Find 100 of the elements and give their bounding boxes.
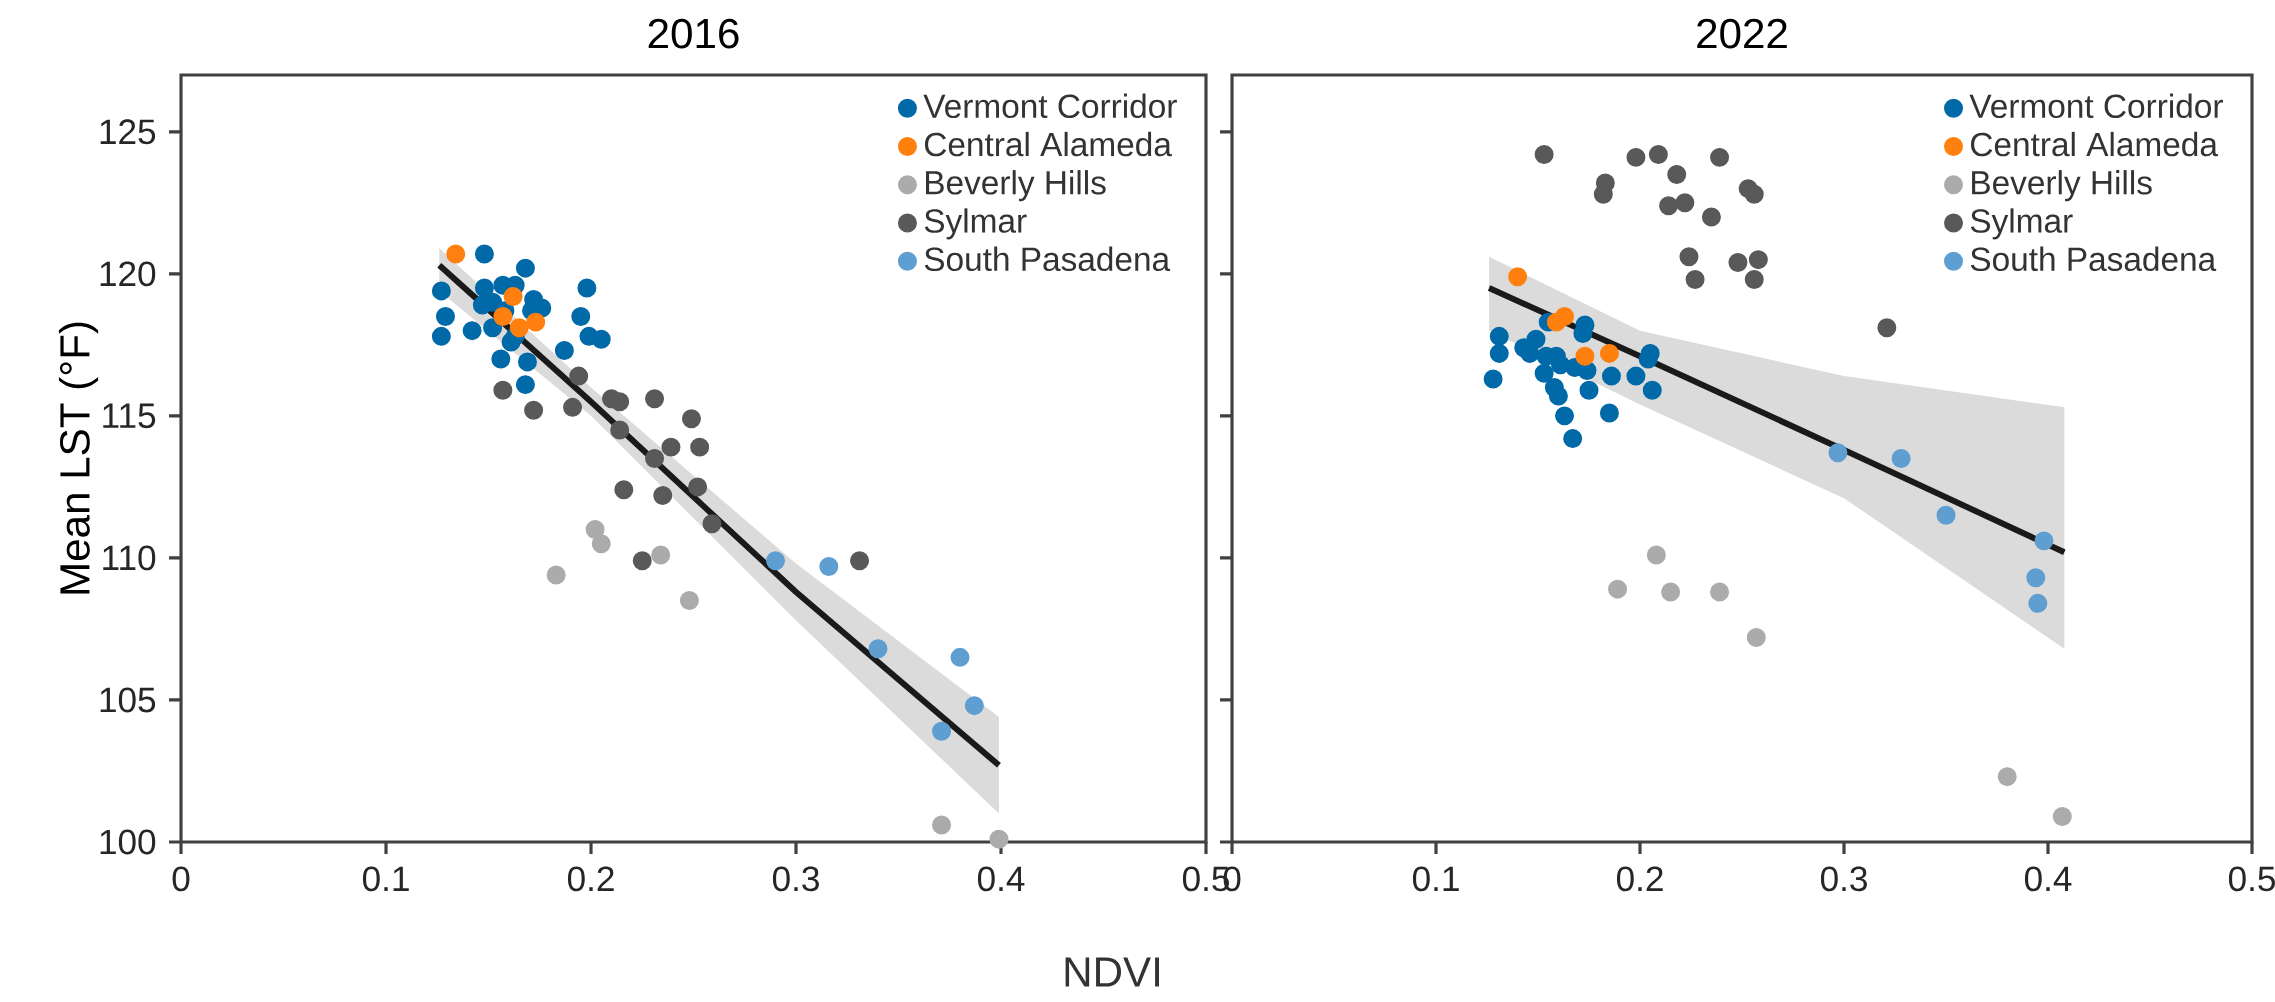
point: [651, 545, 671, 565]
legend-label: Sylmar: [1970, 208, 2073, 240]
x-tick-label: 0.1: [362, 866, 409, 892]
point: [1748, 250, 1768, 270]
point: [517, 352, 537, 372]
point: [932, 815, 952, 835]
point: [1599, 343, 1619, 363]
legend-label: Beverly Hills: [1972, 170, 2152, 202]
legend-label: South Pasadena: [924, 246, 1171, 272]
x-tick-label: 0.4: [977, 866, 1025, 892]
point: [1546, 312, 1566, 332]
point: [1685, 270, 1705, 290]
point: [509, 318, 529, 338]
point: [702, 514, 722, 534]
point: [645, 389, 665, 409]
point: [819, 556, 839, 576]
legend-label: South Pasadena: [1970, 246, 2217, 272]
point: [1746, 627, 1766, 647]
point: [950, 647, 970, 667]
point: [526, 312, 546, 332]
point: [1744, 184, 1764, 204]
point: [1608, 579, 1628, 599]
point: [503, 287, 523, 307]
point: [1891, 448, 1911, 468]
point: [1646, 545, 1666, 565]
y-tick-label: 125: [100, 119, 156, 145]
chart-title: 2016: [648, 18, 739, 49]
point: [868, 639, 888, 659]
point: [1877, 318, 1897, 338]
point: [932, 721, 952, 741]
point: [632, 551, 652, 571]
y-tick-label: 100: [100, 829, 156, 855]
point: [483, 318, 503, 338]
legend-label: Vermont Corridor: [923, 93, 1177, 119]
x-tick-label: 0.4: [2024, 866, 2072, 892]
point: [690, 437, 710, 457]
point: [1601, 366, 1621, 386]
point: [1534, 363, 1554, 383]
point: [2026, 568, 2046, 588]
point: [1710, 582, 1730, 602]
point: [563, 397, 583, 417]
point: [681, 409, 701, 429]
x-axis-title: NDVI: [1065, 957, 1159, 987]
point: [431, 281, 451, 301]
point: [524, 400, 544, 420]
legend-label: Vermont Corridor: [1969, 93, 2223, 119]
point: [610, 420, 630, 440]
legend-label: Sylmar: [924, 208, 1027, 240]
point: [2052, 806, 2072, 826]
point: [1626, 147, 1646, 167]
x-tick-label: 0.3: [772, 866, 819, 892]
legend-label: Central Alameda: [1971, 131, 2218, 157]
point: [1701, 207, 1721, 227]
point: [1489, 326, 1509, 346]
y-axis-title: Mean LST (°F): [58, 322, 99, 594]
point: [1679, 247, 1699, 267]
point: [474, 278, 494, 298]
point: [515, 258, 535, 278]
point: [493, 380, 513, 400]
point: [1563, 429, 1583, 449]
point: [1642, 380, 1662, 400]
point: [1579, 380, 1599, 400]
point: [1728, 252, 1748, 272]
y-tick-label: 115: [103, 403, 156, 429]
point: [1483, 369, 1503, 389]
point: [1626, 366, 1646, 386]
point: [591, 329, 611, 349]
point: [766, 551, 785, 571]
point: [1489, 343, 1509, 363]
y-tick-label: 110: [103, 545, 156, 571]
point: [493, 306, 513, 326]
point: [435, 306, 455, 326]
point: [569, 366, 589, 386]
legend-label: Central Alameda: [924, 131, 1172, 157]
point: [1710, 147, 1730, 167]
point: [546, 565, 566, 585]
point: [610, 392, 630, 412]
point: [1667, 164, 1687, 184]
point: [571, 306, 591, 326]
point: [1534, 145, 1554, 165]
point: [1936, 505, 1956, 525]
point: [591, 534, 611, 554]
point: [964, 696, 984, 716]
point: [1744, 270, 1764, 290]
x-tick-label: 0.2: [1616, 866, 1663, 892]
point: [491, 349, 511, 369]
x-tick-label: 0.1: [1412, 866, 1459, 892]
point: [1555, 406, 1575, 426]
y-tick-label: 120: [100, 261, 156, 287]
point: [585, 520, 605, 540]
x-tick-label: 0.3: [1820, 866, 1867, 892]
point: [1648, 145, 1668, 165]
x-tick-label: 0.5: [2228, 866, 2275, 892]
legend-label: Beverly Hills: [926, 170, 1106, 202]
point: [614, 480, 634, 500]
point: [577, 278, 597, 298]
x-tick-label: 0.2: [567, 866, 614, 892]
point: [2034, 531, 2054, 551]
point: [1661, 582, 1681, 602]
x-tick-label: 0: [172, 866, 190, 892]
